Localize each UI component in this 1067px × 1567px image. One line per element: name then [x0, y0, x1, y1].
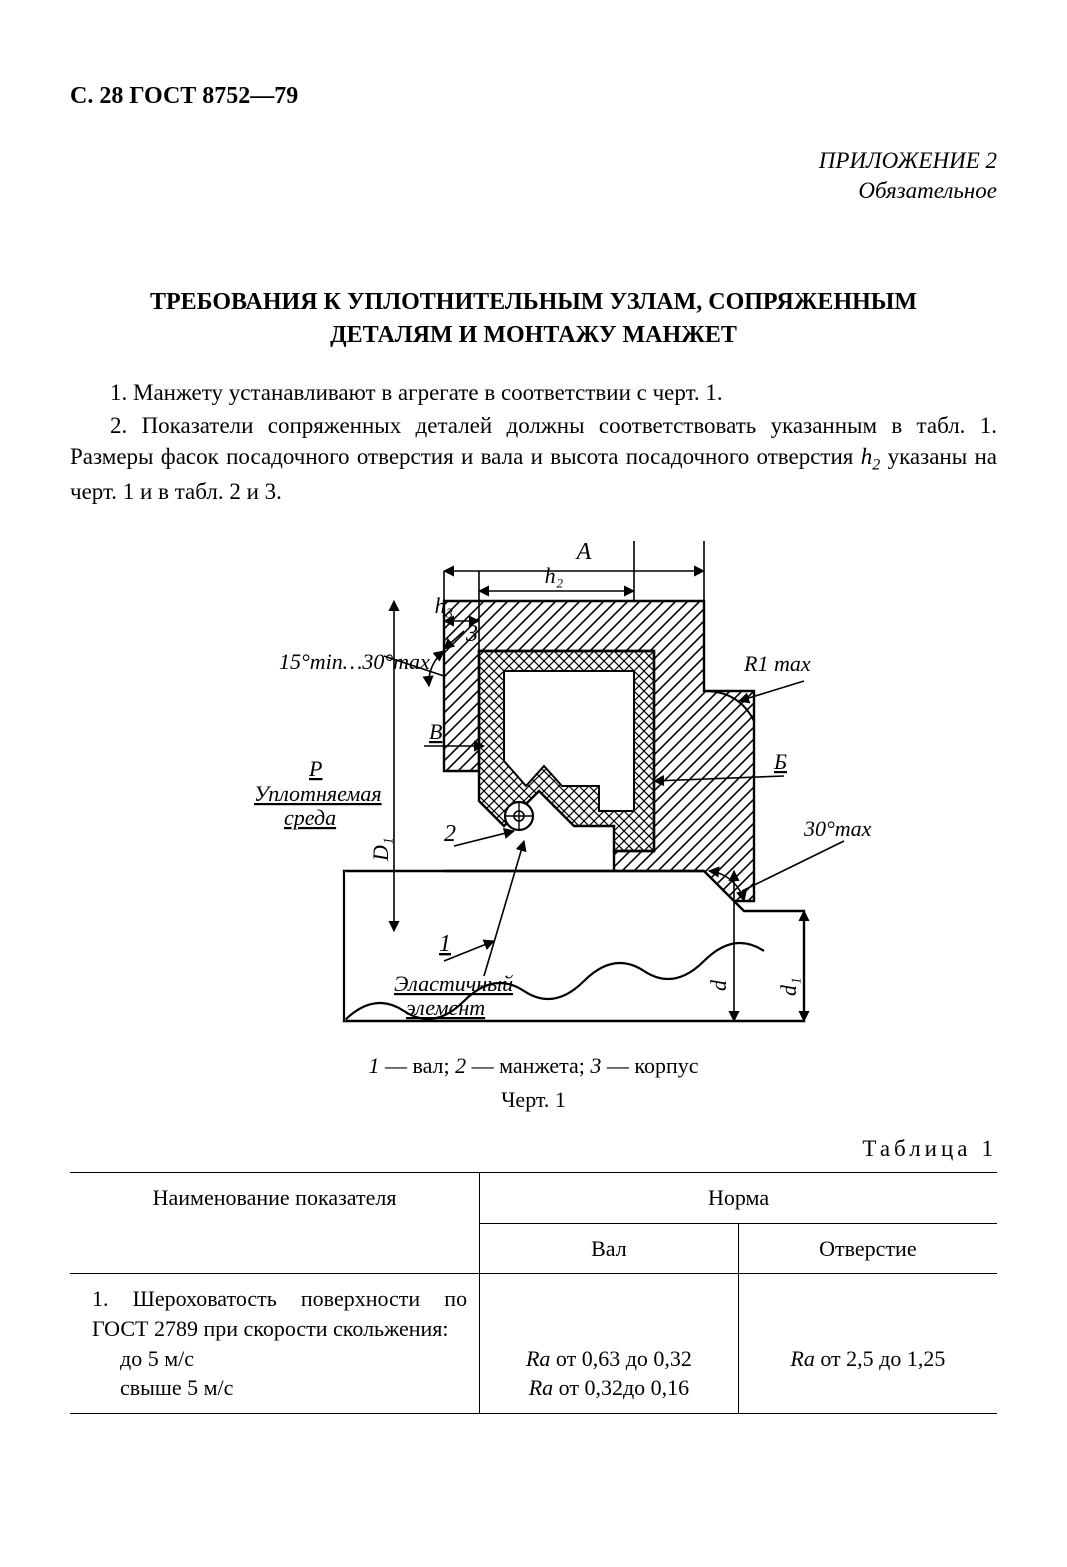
- para2-var: h: [861, 444, 873, 469]
- appendix-title: ПРИЛОЖЕНИЕ 2: [70, 146, 997, 176]
- cell-name: 1. Шероховатость поверхности по ГОСТ 278…: [70, 1274, 480, 1414]
- paragraph-1: 1. Манжету устанавливают в агрегате в со…: [70, 377, 997, 408]
- otv-p: Ra: [790, 1346, 814, 1371]
- table-1: Наименование показателя Норма Вал Отверс…: [70, 1172, 997, 1414]
- cap-i1: 1: [368, 1053, 379, 1078]
- label-B: В: [429, 719, 442, 744]
- label-Bl: Б: [773, 749, 787, 774]
- val-l1-r: от 0,63 до 0,32: [550, 1346, 692, 1371]
- figure-caption: 1 — вал; 2 — манжета; 3 — корпус: [70, 1051, 997, 1081]
- label-R1: R1 max: [743, 651, 811, 676]
- th-norm: Норма: [480, 1172, 997, 1223]
- table-label: Таблица 1: [70, 1133, 997, 1164]
- label-3: 3: [465, 621, 478, 647]
- appendix-subtitle: Обязательное: [70, 176, 997, 206]
- row1-l2: до 5 м/с: [92, 1344, 467, 1374]
- table-label-text: Таблица: [862, 1136, 971, 1161]
- cap-i2: 2: [455, 1053, 466, 1078]
- seal-diagram: А h₂ h₃ 15°min…30°max 3 R1 max В P: [144, 521, 924, 1041]
- label-2: 2: [444, 821, 456, 847]
- cell-val: Ra от 0,63 до 0,32 Ra от 0,32до 0,16: [480, 1274, 739, 1414]
- row1-l3: свыше 5 м/с: [92, 1373, 467, 1403]
- label-elastic2: элемент: [406, 995, 485, 1020]
- label-d1: d₁: [776, 978, 801, 997]
- th-otv: Отверстие: [738, 1223, 997, 1274]
- cap-i3: 3: [590, 1053, 601, 1078]
- figure-label: Черт. 1: [70, 1085, 997, 1115]
- label-elastic1: Эластичный: [394, 971, 513, 996]
- label-P3: среда: [284, 805, 336, 830]
- figure-1: А h₂ h₃ 15°min…30°max 3 R1 max В P: [70, 521, 997, 1114]
- cap-t1: — вал;: [379, 1053, 455, 1078]
- table-label-num: 1: [982, 1136, 994, 1161]
- appendix-block: ПРИЛОЖЕНИЕ 2 Обязательное: [70, 146, 997, 206]
- val-l2-p: Ra: [529, 1375, 553, 1400]
- label-1: 1: [439, 931, 451, 957]
- val-l1-p: Ra: [526, 1346, 550, 1371]
- cap-t2: — манжета;: [466, 1053, 590, 1078]
- label-h3: h₃: [434, 593, 453, 618]
- cap-t3: — корпус: [601, 1053, 698, 1078]
- th-val: Вал: [480, 1223, 739, 1274]
- label-angle-left: 15°min…30°max: [279, 649, 430, 674]
- label-A: А: [574, 539, 591, 565]
- page: С. 28 ГОСТ 8752—79 ПРИЛОЖЕНИЕ 2 Обязател…: [0, 0, 1067, 1567]
- otv-r: от 2,5 до 1,25: [815, 1346, 946, 1371]
- page-header: С. 28 ГОСТ 8752—79: [70, 80, 997, 112]
- label-d: d: [706, 979, 731, 991]
- row1-l1: 1. Шероховатость поверхности по ГОСТ 278…: [92, 1286, 467, 1341]
- cell-otv: Ra от 2,5 до 1,25: [738, 1274, 997, 1414]
- label-h2: h₂: [544, 563, 563, 588]
- val-l2-r: от 0,32до 0,16: [553, 1375, 689, 1400]
- label-D1: D₁: [368, 838, 393, 863]
- para2-part-a: 2. Показатели сопряженных деталей должны…: [70, 413, 997, 469]
- table-row: 1. Шероховатость поверхности по ГОСТ 278…: [70, 1274, 997, 1414]
- label-P: P: [308, 756, 322, 781]
- th-name: Наименование показателя: [70, 1172, 480, 1273]
- label-P2: Уплотняемая: [254, 781, 382, 806]
- section-title: ТРЕБОВАНИЯ К УПЛОТНИТЕЛЬНЫМ УЗЛАМ, СОПРЯ…: [104, 286, 964, 351]
- paragraph-2: 2. Показатели сопряженных деталей должны…: [70, 410, 997, 507]
- label-angle-right: 30°max: [803, 816, 872, 841]
